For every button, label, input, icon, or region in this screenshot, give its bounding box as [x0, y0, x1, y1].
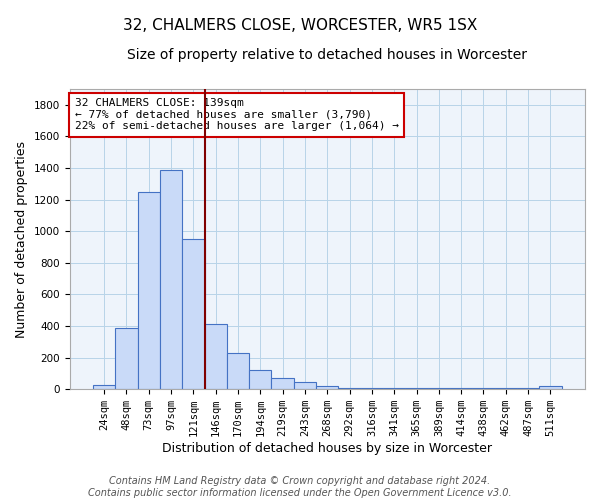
- Bar: [450, 388, 472, 389]
- Bar: [517, 388, 539, 389]
- Bar: [205, 324, 227, 389]
- Bar: [316, 386, 338, 389]
- Bar: [428, 388, 450, 389]
- Bar: [383, 388, 406, 389]
- Text: Contains HM Land Registry data © Crown copyright and database right 2024.
Contai: Contains HM Land Registry data © Crown c…: [88, 476, 512, 498]
- Text: 32 CHALMERS CLOSE: 139sqm
← 77% of detached houses are smaller (3,790)
22% of se: 32 CHALMERS CLOSE: 139sqm ← 77% of detac…: [74, 98, 398, 132]
- Bar: [182, 239, 205, 389]
- Bar: [93, 386, 115, 389]
- Bar: [338, 388, 361, 389]
- Bar: [137, 192, 160, 389]
- Bar: [160, 170, 182, 389]
- Text: 32, CHALMERS CLOSE, WORCESTER, WR5 1SX: 32, CHALMERS CLOSE, WORCESTER, WR5 1SX: [123, 18, 477, 32]
- Title: Size of property relative to detached houses in Worcester: Size of property relative to detached ho…: [127, 48, 527, 62]
- Bar: [494, 388, 517, 389]
- Bar: [406, 388, 428, 389]
- Y-axis label: Number of detached properties: Number of detached properties: [15, 140, 28, 338]
- Bar: [249, 370, 271, 389]
- Bar: [539, 386, 562, 389]
- X-axis label: Distribution of detached houses by size in Worcester: Distribution of detached houses by size …: [162, 442, 492, 455]
- Bar: [472, 388, 494, 389]
- Bar: [115, 328, 137, 389]
- Bar: [361, 388, 383, 389]
- Bar: [294, 382, 316, 389]
- Bar: [271, 378, 294, 389]
- Bar: [227, 353, 249, 389]
